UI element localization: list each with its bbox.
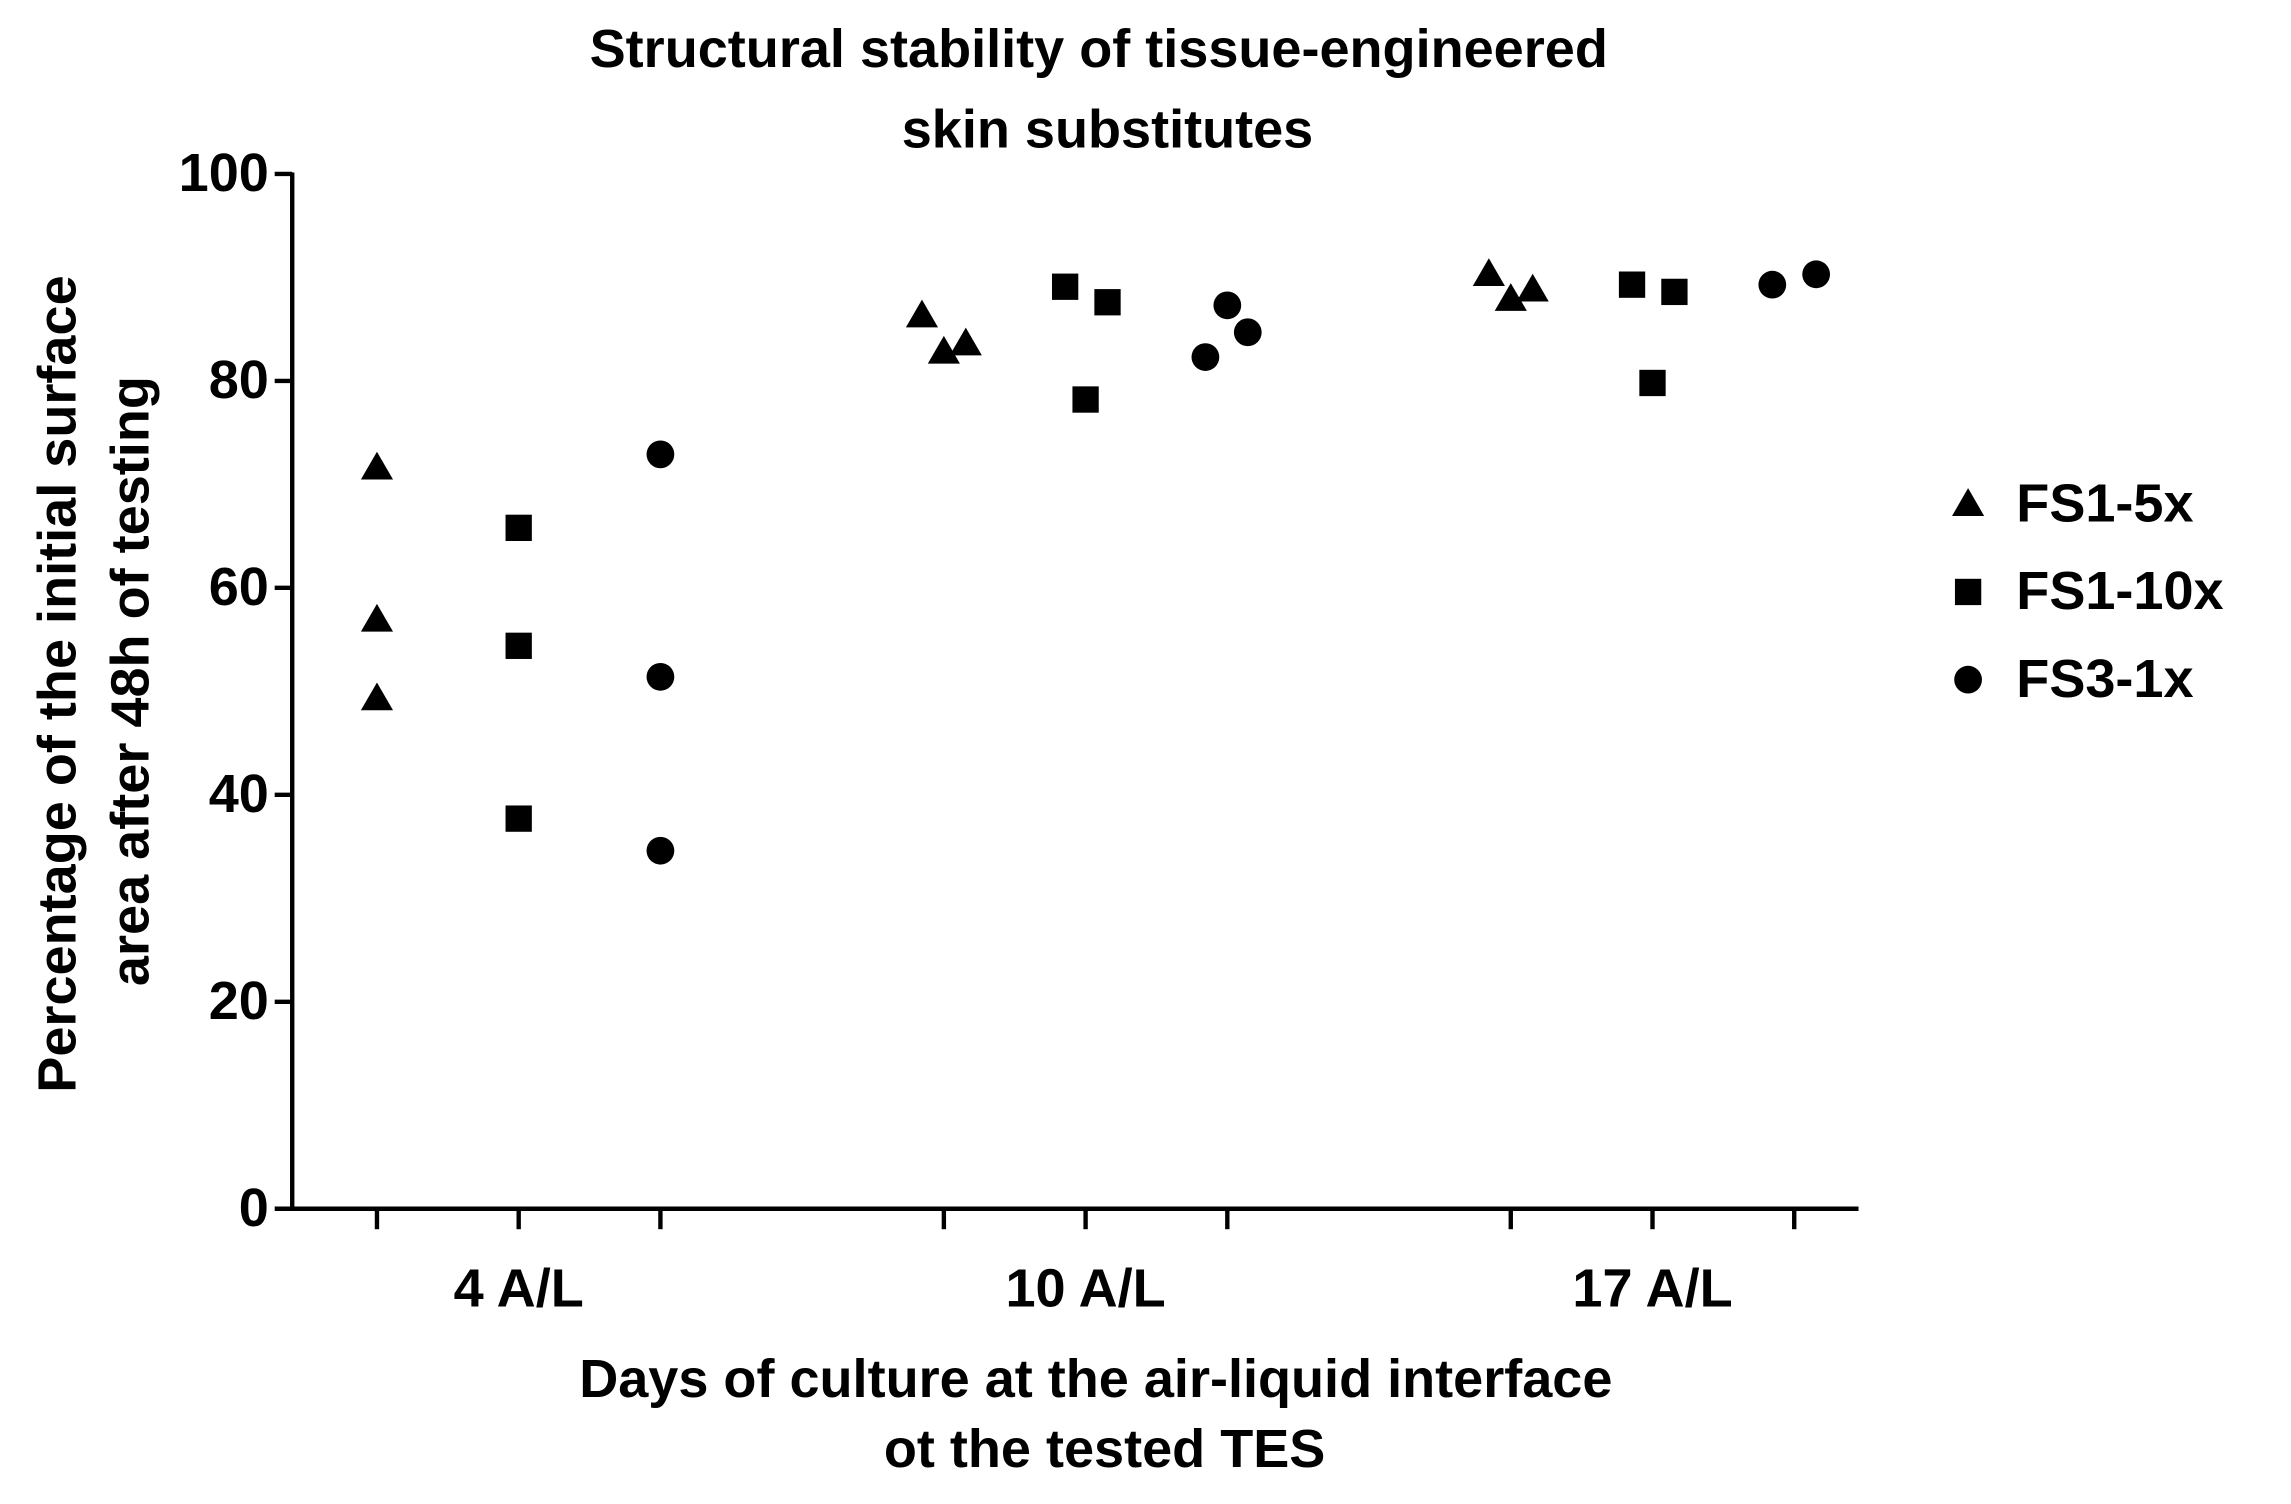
data-point: [505, 514, 532, 541]
data-point: [646, 662, 675, 691]
data-point: [646, 440, 675, 469]
data-point: [505, 805, 532, 832]
data-point: [1758, 270, 1787, 299]
y-axis-label: Percentage of the initial surface: [28, 275, 88, 1092]
data-point: [1618, 271, 1646, 298]
y-tick-label: 0: [239, 1178, 269, 1238]
data-point: [1051, 273, 1079, 300]
x-tick-label: 4 A/L: [454, 1258, 584, 1318]
x-axis-label: ot the tested TES: [884, 1419, 1325, 1479]
y-tick-label: 40: [209, 764, 269, 824]
legend-label: FS3-1x: [2016, 649, 2193, 709]
data-point: [1802, 260, 1831, 289]
data-point: [1191, 343, 1220, 371]
data-point: [1094, 289, 1121, 316]
data-point: [905, 299, 939, 328]
y-axis-label: area after 48h of testing: [101, 376, 161, 986]
data-point: [1661, 278, 1688, 306]
y-tick-label: 20: [209, 971, 269, 1031]
data-point: [1516, 273, 1549, 302]
legend-marker: [1954, 578, 1982, 606]
data-point: [646, 836, 675, 865]
data-point: [1072, 386, 1099, 413]
data-point: [360, 451, 394, 480]
data-point: [360, 603, 394, 632]
x-axis-label: Days of culture at the air-liquid interf…: [579, 1349, 1612, 1409]
y-tick-label: 60: [209, 557, 269, 617]
data-point: [1472, 258, 1505, 287]
data-point: [1233, 318, 1262, 347]
data-point: [949, 327, 982, 356]
x-tick-label: 10 A/L: [1005, 1258, 1165, 1318]
legend-label: FS1-10x: [2016, 561, 2223, 621]
data-point: [1494, 283, 1527, 311]
data-point: [505, 632, 532, 659]
legend-marker: [1954, 665, 1982, 694]
data-point: [1639, 369, 1666, 397]
legend-label: FS1-5x: [2016, 473, 2193, 533]
y-tick-label: 80: [209, 350, 269, 410]
legend-marker: [1952, 488, 1985, 516]
data-point: [1213, 291, 1242, 320]
chart-title: skin substitutes: [902, 99, 1314, 159]
chart-title: Structural stability of tissue-engineere…: [590, 19, 1608, 79]
data-point: [927, 335, 960, 364]
y-tick-label: 100: [179, 143, 269, 203]
data-point: [360, 682, 394, 711]
x-tick-label: 17 A/L: [1572, 1258, 1732, 1318]
